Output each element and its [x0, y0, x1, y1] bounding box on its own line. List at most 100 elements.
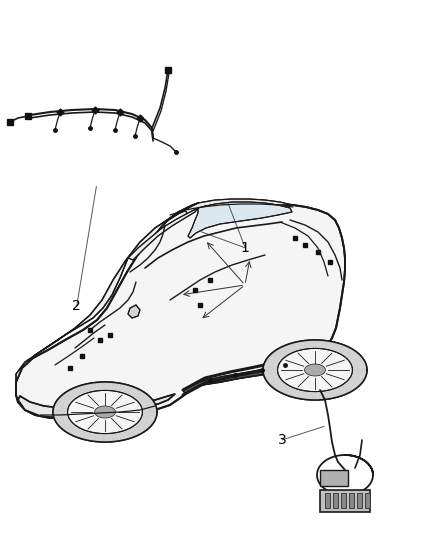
- Polygon shape: [277, 385, 290, 392]
- Polygon shape: [142, 412, 157, 414]
- Polygon shape: [53, 382, 157, 442]
- Polygon shape: [124, 430, 135, 438]
- Polygon shape: [268, 379, 283, 385]
- Polygon shape: [266, 377, 281, 383]
- Polygon shape: [345, 382, 359, 388]
- Text: 3: 3: [278, 433, 287, 447]
- Polygon shape: [350, 361, 366, 365]
- Polygon shape: [268, 355, 283, 361]
- Polygon shape: [53, 406, 68, 409]
- Polygon shape: [80, 385, 90, 393]
- Polygon shape: [298, 341, 305, 350]
- Polygon shape: [53, 408, 68, 411]
- Polygon shape: [70, 428, 82, 436]
- Polygon shape: [339, 385, 351, 393]
- Polygon shape: [127, 387, 138, 395]
- Polygon shape: [329, 390, 338, 398]
- Polygon shape: [306, 391, 311, 400]
- Polygon shape: [339, 347, 351, 354]
- Polygon shape: [53, 415, 68, 418]
- Polygon shape: [350, 377, 364, 382]
- Polygon shape: [60, 423, 74, 429]
- Polygon shape: [283, 387, 295, 395]
- Polygon shape: [337, 345, 348, 353]
- Polygon shape: [272, 351, 286, 358]
- Polygon shape: [70, 388, 82, 396]
- Polygon shape: [263, 371, 278, 374]
- Polygon shape: [265, 376, 280, 381]
- Polygon shape: [73, 429, 85, 437]
- Polygon shape: [347, 354, 361, 360]
- Polygon shape: [58, 421, 72, 427]
- Polygon shape: [113, 383, 120, 391]
- Polygon shape: [133, 425, 147, 432]
- Polygon shape: [275, 384, 288, 391]
- Polygon shape: [263, 369, 278, 371]
- Polygon shape: [84, 384, 92, 392]
- Polygon shape: [302, 391, 308, 400]
- Polygon shape: [100, 433, 104, 442]
- Polygon shape: [137, 422, 151, 428]
- Polygon shape: [57, 419, 71, 425]
- Polygon shape: [73, 387, 85, 395]
- Polygon shape: [263, 340, 367, 400]
- Polygon shape: [121, 385, 131, 393]
- Polygon shape: [77, 430, 87, 438]
- Polygon shape: [84, 432, 92, 440]
- Polygon shape: [314, 340, 318, 349]
- Polygon shape: [141, 405, 156, 409]
- Polygon shape: [320, 490, 370, 512]
- Polygon shape: [188, 202, 292, 238]
- Polygon shape: [95, 406, 115, 418]
- Polygon shape: [133, 392, 147, 399]
- Polygon shape: [347, 380, 361, 386]
- Polygon shape: [60, 395, 74, 401]
- Polygon shape: [302, 341, 308, 349]
- Polygon shape: [104, 433, 108, 442]
- Polygon shape: [286, 388, 297, 397]
- Polygon shape: [128, 208, 198, 260]
- Polygon shape: [138, 421, 153, 426]
- Polygon shape: [135, 394, 149, 401]
- Polygon shape: [263, 373, 278, 376]
- Polygon shape: [58, 397, 72, 403]
- Polygon shape: [107, 433, 112, 442]
- Polygon shape: [55, 401, 70, 406]
- Polygon shape: [138, 398, 153, 403]
- Polygon shape: [53, 413, 68, 416]
- Polygon shape: [349, 493, 354, 508]
- Polygon shape: [64, 425, 78, 433]
- Polygon shape: [310, 340, 314, 349]
- Polygon shape: [55, 418, 70, 423]
- Polygon shape: [67, 390, 80, 397]
- Polygon shape: [290, 343, 300, 351]
- Polygon shape: [352, 372, 367, 375]
- Polygon shape: [92, 433, 99, 441]
- Polygon shape: [80, 431, 90, 439]
- Polygon shape: [263, 366, 278, 369]
- Polygon shape: [54, 416, 69, 420]
- Polygon shape: [351, 363, 366, 367]
- Polygon shape: [317, 340, 322, 349]
- Polygon shape: [100, 382, 104, 391]
- Polygon shape: [272, 382, 286, 389]
- Polygon shape: [77, 386, 87, 394]
- Polygon shape: [141, 402, 155, 407]
- Polygon shape: [110, 382, 116, 391]
- Polygon shape: [266, 357, 281, 362]
- Polygon shape: [140, 419, 154, 424]
- Polygon shape: [320, 470, 348, 486]
- Polygon shape: [352, 370, 367, 373]
- Polygon shape: [314, 392, 318, 400]
- Polygon shape: [88, 432, 95, 441]
- Polygon shape: [142, 407, 157, 410]
- Polygon shape: [348, 356, 363, 361]
- Polygon shape: [131, 426, 144, 433]
- Polygon shape: [129, 389, 141, 397]
- Polygon shape: [283, 345, 295, 353]
- Polygon shape: [323, 341, 330, 349]
- Polygon shape: [57, 399, 71, 405]
- Polygon shape: [16, 202, 345, 418]
- Polygon shape: [334, 344, 345, 352]
- Polygon shape: [67, 427, 80, 434]
